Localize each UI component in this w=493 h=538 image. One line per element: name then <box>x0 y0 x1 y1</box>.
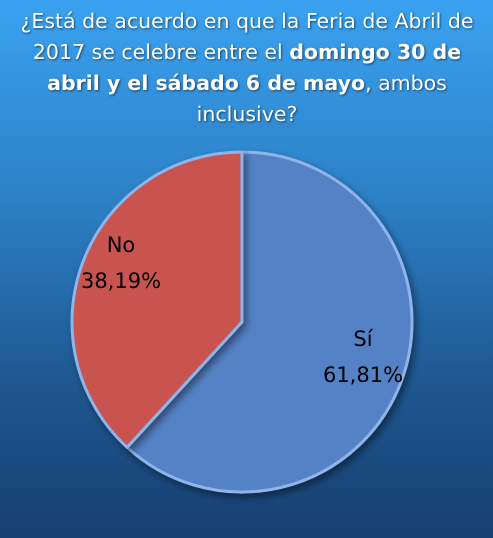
chart-title-part2: , ambos inclusive? <box>196 71 447 126</box>
chart-title: ¿Está de acuerdo en que la Feria de Abri… <box>4 6 490 130</box>
chart-title-bold: domingo 30 de abril y el sábado 6 de may… <box>47 40 462 95</box>
slice-label-si: Sí <box>353 327 373 351</box>
pie-slice-si <box>125 150 414 494</box>
slice-value-no: 38,19% <box>81 269 161 293</box>
pie-slice-no <box>70 150 244 449</box>
slice-value-si: 61,81% <box>323 363 403 387</box>
slice-label-no: No <box>107 233 136 257</box>
chart-title-part1: ¿Está de acuerdo en que la Feria de Abri… <box>20 9 474 64</box>
